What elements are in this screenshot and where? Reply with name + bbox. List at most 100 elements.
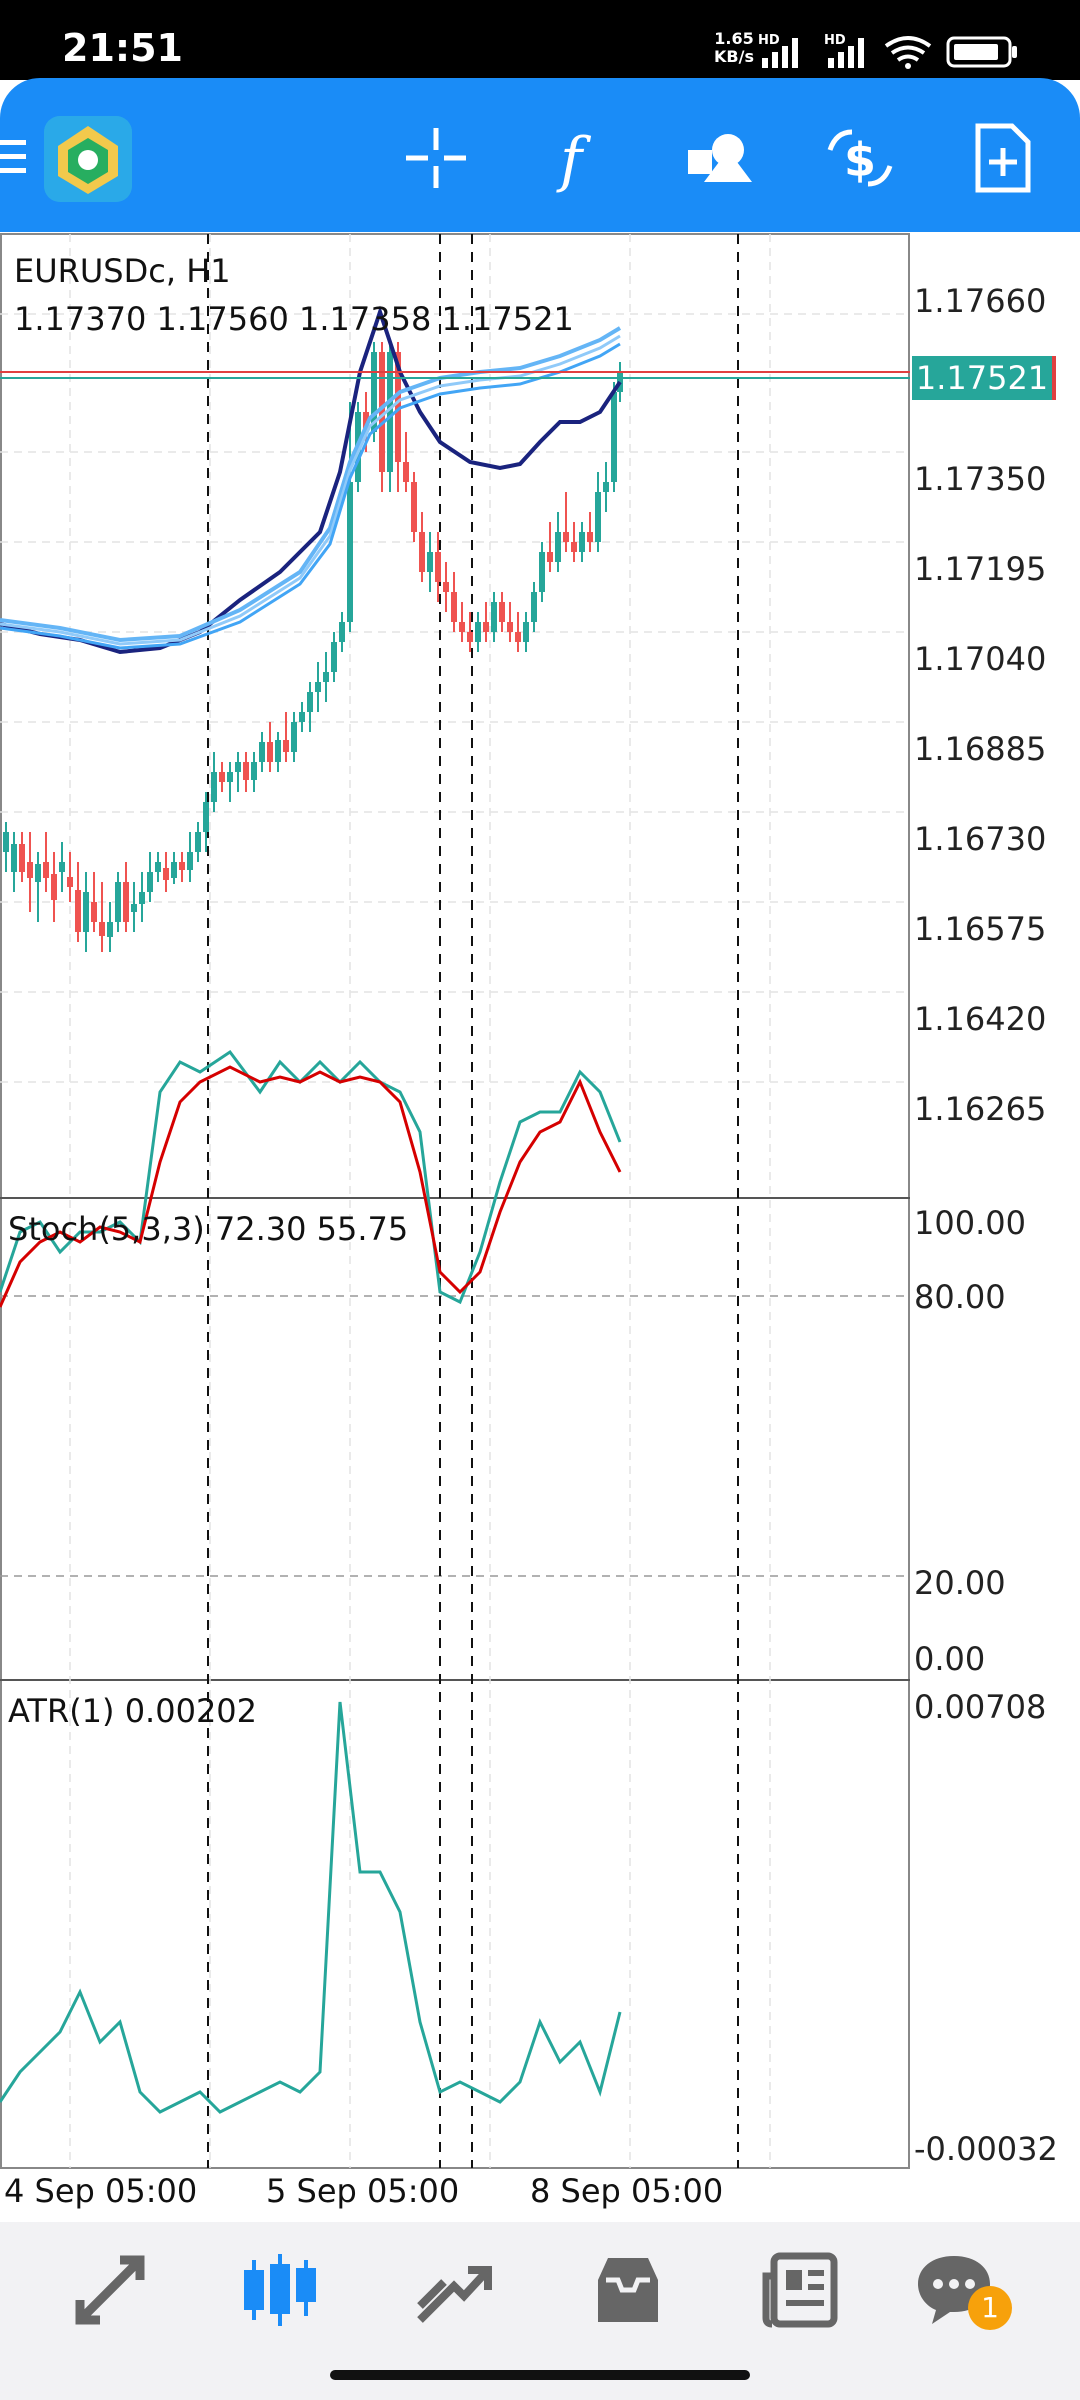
chart-area[interactable]: EURUSDc, H1 1.17370 1.17560 1.17358 1.17… <box>0 232 1080 2222</box>
candle <box>187 832 193 882</box>
app-logo[interactable] <box>44 116 132 202</box>
price-axis-label: 1.17660 <box>914 282 1047 320</box>
candle <box>579 522 585 562</box>
candle <box>499 592 505 632</box>
candle-body <box>419 532 425 572</box>
atr-title: ATR(1) 0.00202 <box>8 1692 258 1730</box>
candle <box>99 882 105 952</box>
candle-body <box>115 882 121 922</box>
candle <box>27 832 33 912</box>
candle <box>83 872 89 952</box>
candle-body <box>515 632 521 642</box>
stochastic-lines <box>0 1049 622 1308</box>
current-price-tag: 1.17521 <box>912 356 1056 400</box>
home-indicator[interactable] <box>330 2370 750 2380</box>
candle <box>595 472 601 552</box>
candle <box>315 662 321 712</box>
candle <box>339 612 345 652</box>
candle <box>219 762 225 792</box>
trade-icon[interactable] <box>414 2250 494 2330</box>
candle <box>371 342 377 442</box>
news-icon[interactable] <box>760 2250 840 2330</box>
candle-body <box>59 862 65 872</box>
candle <box>267 722 273 772</box>
candle-body <box>299 712 305 722</box>
candle-body <box>323 672 329 682</box>
crosshair-icon[interactable] <box>398 120 474 196</box>
quotes-icon[interactable] <box>70 2250 150 2330</box>
price-axis-label: 1.16730 <box>914 820 1047 858</box>
price-axis-label: 1.16885 <box>914 730 1047 768</box>
candle-body <box>67 877 73 887</box>
candle-body <box>147 872 153 892</box>
candle <box>411 472 417 542</box>
stoch-axis-label: 0.00 <box>914 1640 986 1678</box>
candle <box>139 872 145 922</box>
candle-body <box>27 862 33 878</box>
candle <box>563 492 569 552</box>
menu-icon[interactable] <box>0 138 30 178</box>
candle <box>75 862 81 942</box>
candle-body <box>195 832 201 852</box>
history-icon[interactable] <box>588 2250 668 2330</box>
chart-canvas[interactable] <box>0 232 1080 2222</box>
candle-body <box>131 904 137 912</box>
trade-icon[interactable]: $ <box>822 120 898 196</box>
candle-body <box>203 802 209 832</box>
candle-body <box>51 874 57 900</box>
period-separators <box>207 234 739 2168</box>
candle <box>43 832 49 892</box>
candle-body <box>379 352 385 472</box>
chart-frame <box>0 233 910 2169</box>
candle-body <box>3 832 9 852</box>
candle <box>403 432 409 492</box>
price-axis-label: 1.16420 <box>914 1000 1047 1038</box>
candle <box>251 752 257 792</box>
time-axis-label: 4 Sep 05:00 <box>4 2172 198 2210</box>
candle <box>347 402 353 632</box>
candle <box>475 612 481 652</box>
candle <box>587 512 593 552</box>
candle-body <box>547 552 553 562</box>
candle-body <box>387 352 393 472</box>
function-icon[interactable]: f <box>540 120 616 196</box>
candle <box>235 752 241 792</box>
candle <box>603 462 609 512</box>
candle-body <box>211 772 217 802</box>
candle <box>507 602 513 642</box>
candle-body <box>75 890 81 932</box>
candle <box>283 712 289 762</box>
candle-body <box>507 622 513 632</box>
battery-icon <box>946 36 1017 68</box>
candle-body <box>371 352 377 432</box>
stoch-axis-label: 20.00 <box>914 1564 1006 1602</box>
price-axis-label: 1.16575 <box>914 910 1047 948</box>
price-axis-label: 1.17195 <box>914 550 1047 588</box>
candle <box>123 862 129 932</box>
candle <box>435 532 441 602</box>
candle-body <box>523 622 529 642</box>
candle-body <box>251 762 257 780</box>
candle-body <box>611 392 617 482</box>
ma-fast-line <box>0 305 622 655</box>
candle <box>179 852 185 882</box>
network-speed: 1.65 KB/s <box>714 29 754 66</box>
candle <box>3 822 9 872</box>
candle <box>163 852 169 892</box>
chart-icon[interactable] <box>240 2250 320 2330</box>
candle-body <box>139 892 145 904</box>
grid <box>0 234 910 2168</box>
new-order-icon[interactable] <box>964 120 1040 196</box>
objects-icon[interactable] <box>682 120 758 196</box>
candle-body <box>11 844 17 872</box>
candle <box>243 752 249 792</box>
candle-body <box>347 482 353 622</box>
atr-line <box>0 1701 622 2114</box>
candle <box>35 852 41 922</box>
candles <box>3 342 623 952</box>
candle <box>291 712 297 762</box>
stoch-signal-line <box>0 1065 622 1308</box>
candle-body <box>171 862 177 878</box>
candle-body <box>555 532 561 562</box>
ma-slow-line <box>0 334 621 646</box>
